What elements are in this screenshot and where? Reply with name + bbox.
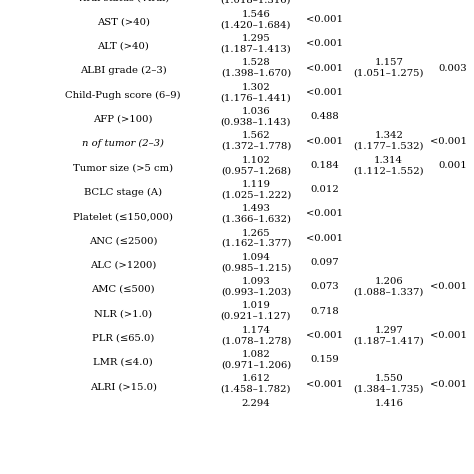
Text: ALBI grade (2–3): ALBI grade (2–3) xyxy=(80,66,167,75)
Text: 0.001: 0.001 xyxy=(438,161,467,170)
Text: (0.938–1.143): (0.938–1.143) xyxy=(221,118,291,127)
Text: 1.094: 1.094 xyxy=(242,253,270,262)
Text: (1.177–1.532): (1.177–1.532) xyxy=(354,142,424,151)
Text: <0.001: <0.001 xyxy=(430,283,467,292)
Text: (1.398–1.670): (1.398–1.670) xyxy=(221,69,291,78)
Text: 1.082: 1.082 xyxy=(242,350,270,359)
Text: Viral status (Viral): Viral status (Viral) xyxy=(77,0,170,2)
Text: (1.384–1.735): (1.384–1.735) xyxy=(354,385,424,394)
Text: (1.051–1.275): (1.051–1.275) xyxy=(354,69,424,78)
Text: LMR (≤4.0): LMR (≤4.0) xyxy=(93,358,153,367)
Text: ALRI (>15.0): ALRI (>15.0) xyxy=(90,382,157,391)
Text: 0.718: 0.718 xyxy=(310,307,339,316)
Text: <0.001: <0.001 xyxy=(430,137,467,146)
Text: <0.001: <0.001 xyxy=(306,64,343,73)
Text: 1.019: 1.019 xyxy=(242,301,270,310)
Text: BCLC stage (A): BCLC stage (A) xyxy=(84,188,162,197)
Text: 0.488: 0.488 xyxy=(310,112,339,121)
Text: n of tumor (2–3): n of tumor (2–3) xyxy=(82,139,164,148)
Text: 1.119: 1.119 xyxy=(241,180,271,189)
Text: AST (>40): AST (>40) xyxy=(97,18,150,27)
Text: <0.001: <0.001 xyxy=(306,88,343,97)
Text: (0.957–1.268): (0.957–1.268) xyxy=(221,166,291,175)
Text: (1.025–1.222): (1.025–1.222) xyxy=(221,191,291,200)
Text: (0.993–1.203): (0.993–1.203) xyxy=(221,288,291,297)
Text: 1.314: 1.314 xyxy=(374,155,403,164)
Text: <0.001: <0.001 xyxy=(306,137,343,146)
Text: Platelet (≤150,000): Platelet (≤150,000) xyxy=(73,212,173,221)
Text: 1.528: 1.528 xyxy=(242,58,270,67)
Text: (1.018–1.316): (1.018–1.316) xyxy=(221,0,291,5)
Text: 2.294: 2.294 xyxy=(242,399,270,408)
Text: 1.342: 1.342 xyxy=(374,131,403,140)
Text: ANC (≤2500): ANC (≤2500) xyxy=(89,237,157,246)
Text: (1.176–1.441): (1.176–1.441) xyxy=(220,93,292,102)
Text: 1.302: 1.302 xyxy=(242,83,270,92)
Text: 1.157: 1.157 xyxy=(374,58,403,67)
Text: AFP (>100): AFP (>100) xyxy=(93,115,153,124)
Text: 1.416: 1.416 xyxy=(374,399,403,408)
Text: PLR (≤65.0): PLR (≤65.0) xyxy=(92,334,155,343)
Text: (1.088–1.337): (1.088–1.337) xyxy=(354,288,424,297)
Text: 0.003: 0.003 xyxy=(438,64,467,73)
Text: (1.078–1.278): (1.078–1.278) xyxy=(221,336,291,345)
Text: 1.612: 1.612 xyxy=(242,374,270,383)
Text: 1.550: 1.550 xyxy=(374,374,403,383)
Text: 1.562: 1.562 xyxy=(242,131,270,140)
Text: 1.265: 1.265 xyxy=(242,228,270,237)
Text: ALT (>40): ALT (>40) xyxy=(97,42,149,51)
Text: (1.372–1.778): (1.372–1.778) xyxy=(221,142,291,151)
Text: <0.001: <0.001 xyxy=(306,15,343,24)
Text: 0.097: 0.097 xyxy=(310,258,339,267)
Text: (0.921–1.127): (0.921–1.127) xyxy=(221,312,291,321)
Text: Child-Pugh score (6–9): Child-Pugh score (6–9) xyxy=(65,91,181,100)
Text: (0.985–1.215): (0.985–1.215) xyxy=(221,263,291,272)
Text: NLR (>1.0): NLR (>1.0) xyxy=(94,309,152,318)
Text: (1.420–1.684): (1.420–1.684) xyxy=(221,20,291,29)
Text: 1.174: 1.174 xyxy=(241,326,271,335)
Text: Tumor size (>5 cm): Tumor size (>5 cm) xyxy=(73,164,173,173)
Text: (1.162–1.377): (1.162–1.377) xyxy=(221,239,291,248)
Text: (1.187–1.413): (1.187–1.413) xyxy=(220,45,292,54)
Text: 0.184: 0.184 xyxy=(310,161,339,170)
Text: 0.159: 0.159 xyxy=(310,355,339,364)
Text: 1.546: 1.546 xyxy=(242,10,270,19)
Text: <0.001: <0.001 xyxy=(306,380,343,389)
Text: 1.297: 1.297 xyxy=(374,326,403,335)
Text: (1.112–1.552): (1.112–1.552) xyxy=(354,166,424,175)
Text: <0.001: <0.001 xyxy=(430,380,467,389)
Text: ALC (>1200): ALC (>1200) xyxy=(90,261,156,270)
Text: 1.036: 1.036 xyxy=(242,107,270,116)
Text: (1.187–1.417): (1.187–1.417) xyxy=(353,336,424,345)
Text: <0.001: <0.001 xyxy=(306,331,343,340)
Text: (0.971–1.206): (0.971–1.206) xyxy=(221,360,291,369)
Text: 1.093: 1.093 xyxy=(242,277,270,286)
Text: 0.073: 0.073 xyxy=(310,283,339,292)
Text: 1.102: 1.102 xyxy=(242,155,270,164)
Text: <0.001: <0.001 xyxy=(306,39,343,48)
Text: <0.001: <0.001 xyxy=(430,331,467,340)
Text: <0.001: <0.001 xyxy=(306,210,343,219)
Text: 1.206: 1.206 xyxy=(374,277,403,286)
Text: 1.295: 1.295 xyxy=(242,34,270,43)
Text: AMC (≤500): AMC (≤500) xyxy=(91,285,155,294)
Text: (1.458–1.782): (1.458–1.782) xyxy=(221,385,291,394)
Text: <0.001: <0.001 xyxy=(306,234,343,243)
Text: 0.012: 0.012 xyxy=(310,185,339,194)
Text: (1.366–1.632): (1.366–1.632) xyxy=(221,215,291,224)
Text: 1.493: 1.493 xyxy=(242,204,270,213)
